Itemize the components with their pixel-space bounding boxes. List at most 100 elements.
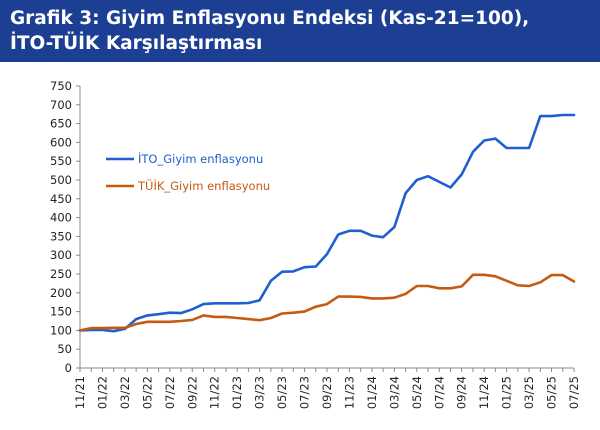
data-point bbox=[270, 280, 272, 282]
data-point bbox=[517, 147, 519, 149]
x-tick-label: 03/22 bbox=[118, 376, 132, 409]
data-point bbox=[483, 274, 485, 276]
data-point bbox=[483, 139, 485, 141]
x-tick-label: 01/24 bbox=[365, 376, 379, 409]
y-tick-label: 550 bbox=[50, 154, 72, 168]
x-tick-label: 09/23 bbox=[320, 376, 334, 409]
x-tick-label: 01/22 bbox=[95, 376, 109, 409]
y-tick-label: 0 bbox=[65, 361, 72, 375]
data-point bbox=[169, 321, 171, 323]
y-tick-label: 350 bbox=[50, 229, 72, 243]
data-point bbox=[562, 114, 564, 116]
x-tick-label: 07/23 bbox=[298, 376, 312, 409]
data-point bbox=[427, 285, 429, 287]
data-point bbox=[225, 302, 227, 304]
x-tick-label: 01/25 bbox=[500, 376, 514, 409]
data-point bbox=[348, 230, 350, 232]
data-point bbox=[247, 302, 249, 304]
data-point bbox=[281, 271, 283, 273]
data-point bbox=[371, 234, 373, 236]
data-point bbox=[461, 173, 463, 175]
data-point bbox=[146, 321, 148, 323]
y-tick-label: 400 bbox=[50, 211, 72, 225]
data-point bbox=[404, 293, 406, 295]
data-point bbox=[517, 284, 519, 286]
x-tick-label: 11/24 bbox=[477, 376, 491, 409]
data-point bbox=[438, 287, 440, 289]
x-tick-label: 09/22 bbox=[185, 376, 199, 409]
x-tick-label: 05/24 bbox=[410, 376, 424, 409]
data-point bbox=[270, 317, 272, 319]
legend: İTO_Giyim enflasyonu TÜİK_Giyim enflasyon… bbox=[106, 151, 270, 193]
data-point bbox=[404, 192, 406, 194]
x-tick-label: 01/23 bbox=[230, 376, 244, 409]
y-tick-label: 600 bbox=[50, 135, 72, 149]
x-tick-label: 05/25 bbox=[545, 376, 559, 409]
data-point bbox=[539, 281, 541, 283]
data-point bbox=[281, 312, 283, 314]
y-tick-label: 250 bbox=[50, 267, 72, 281]
data-point bbox=[438, 181, 440, 183]
data-point bbox=[505, 280, 507, 282]
data-point bbox=[550, 274, 552, 276]
x-tick-label: 03/24 bbox=[387, 376, 401, 409]
legend-label: İTO_Giyim enflasyonu bbox=[138, 151, 263, 166]
data-point bbox=[472, 274, 474, 276]
series-tuik bbox=[78, 273, 576, 332]
data-point bbox=[236, 317, 238, 319]
series-layer bbox=[78, 113, 576, 333]
y-tick-label: 450 bbox=[50, 192, 72, 206]
data-point bbox=[326, 253, 328, 255]
legend-label: TÜİK_Giyim enflasyonu bbox=[137, 177, 270, 193]
data-point bbox=[528, 285, 530, 287]
data-point bbox=[472, 151, 474, 153]
chart-title-line-2: İTO-TÜİK Karşılaştırması bbox=[10, 33, 263, 54]
data-point bbox=[382, 297, 384, 299]
y-axis: 0 50 100 150 200 250 300 350 400 450 500 550 600 650 7… bbox=[50, 79, 81, 375]
y-tick-label: 50 bbox=[57, 342, 72, 356]
data-point bbox=[191, 319, 193, 321]
data-point bbox=[258, 299, 260, 301]
x-tick-label: 07/25 bbox=[567, 376, 581, 409]
data-point bbox=[214, 302, 216, 304]
data-point bbox=[157, 313, 159, 315]
data-point bbox=[292, 270, 294, 272]
y-tick-label: 200 bbox=[50, 286, 72, 300]
x-tick-label: 09/24 bbox=[455, 376, 469, 409]
data-point bbox=[258, 319, 260, 321]
data-point bbox=[393, 296, 395, 298]
data-point bbox=[135, 323, 137, 325]
data-point bbox=[505, 147, 507, 149]
data-point bbox=[573, 114, 575, 116]
data-point bbox=[449, 287, 451, 289]
data-point bbox=[416, 285, 418, 287]
data-point bbox=[337, 233, 339, 235]
chart-title-bar: Grafik 3: Giyim Enflasyonu Endeksi (Kas-… bbox=[0, 0, 600, 62]
data-point bbox=[202, 314, 204, 316]
data-point bbox=[562, 274, 564, 276]
data-point bbox=[236, 302, 238, 304]
data-point bbox=[90, 327, 92, 329]
series-line bbox=[78, 113, 576, 333]
series-ito bbox=[78, 113, 576, 333]
data-point bbox=[180, 320, 182, 322]
data-point bbox=[315, 265, 317, 267]
data-point bbox=[157, 321, 159, 323]
y-tick-label: 650 bbox=[50, 117, 72, 131]
data-point bbox=[393, 226, 395, 228]
y-tick-label: 750 bbox=[50, 79, 72, 93]
y-tick-label: 150 bbox=[50, 305, 72, 319]
data-point bbox=[371, 297, 373, 299]
x-tick-label: 11/23 bbox=[342, 376, 356, 409]
data-point bbox=[427, 175, 429, 177]
x-tick-label: 05/22 bbox=[140, 376, 154, 409]
x-tick-label: 05/23 bbox=[275, 376, 289, 409]
data-point bbox=[326, 303, 328, 305]
x-tick-label: 11/21 bbox=[73, 376, 87, 409]
data-point bbox=[359, 296, 361, 298]
y-tick-label: 300 bbox=[50, 248, 72, 262]
legend-entry: İTO_Giyim enflasyonu bbox=[106, 151, 263, 166]
data-point bbox=[169, 312, 171, 314]
data-point bbox=[550, 115, 552, 117]
data-point bbox=[112, 327, 114, 329]
